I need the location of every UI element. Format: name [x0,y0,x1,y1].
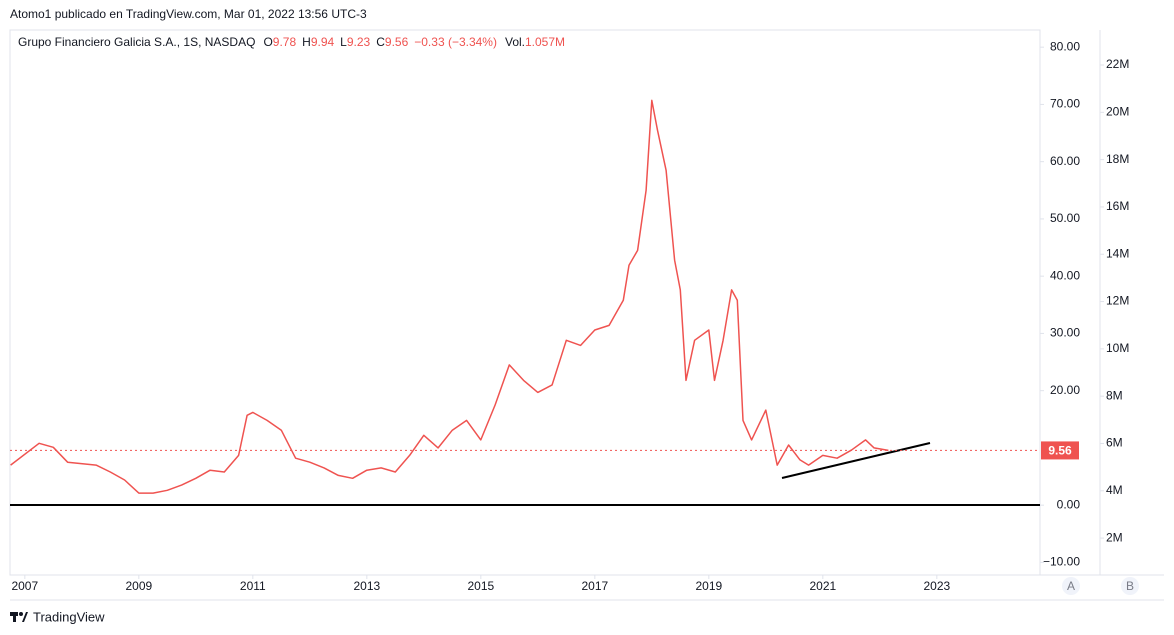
y2-tick-label: 18M [1106,152,1129,166]
y-tick-label: 40.00 [1050,268,1080,282]
y-tick-label: 50.00 [1050,211,1080,225]
y2-tick-label: 10M [1106,341,1129,355]
footer-brand: TradingView [33,609,105,624]
y2-tick-label: 4M [1106,483,1123,497]
drawn-trend-line [781,442,931,479]
x-tick-label: 2015 [467,579,494,593]
x-tick-label: 2023 [923,579,950,593]
y-tick-label: 30.00 [1050,326,1080,340]
volume-value: 1.057M [525,35,565,49]
scale-button[interactable] [1121,577,1139,595]
ohlc-value: 9.23 [347,35,371,49]
change: −0.33 (−3.34%) [414,35,497,49]
ohlc-label: H [302,35,311,49]
scale-button[interactable] [1062,577,1080,595]
x-tick-label: 2021 [809,579,836,593]
ohlc-value: 9.56 [385,35,409,49]
ohlc-label: C [376,35,385,49]
y2-tick-label: 8M [1106,388,1123,402]
x-tick-label: 2011 [240,579,266,593]
y2-tick-label: 6M [1106,436,1123,450]
x-tick-label: 2019 [695,579,722,593]
y2-tick-label: 12M [1106,294,1129,308]
scale-button-label[interactable]: A [1067,579,1075,593]
last-price-label: 9.56 [1048,444,1072,458]
y-tick-label: 80.00 [1050,39,1080,53]
x-tick-label: 2007 [11,579,38,593]
last-price-box [1041,441,1079,460]
header: Atomo1 publicado en TradingView.com, Mar… [10,7,367,21]
ohlc-value: 9.94 [311,35,335,49]
y-tick-label: 70.00 [1050,97,1080,111]
y-tick-label: −10.00 [1043,555,1080,569]
x-tick-label: 2013 [353,579,380,593]
x-tick-label: 2009 [125,579,152,593]
y2-tick-label: 14M [1106,246,1129,260]
y2-tick-label: 20M [1106,104,1129,118]
symbol-name: Grupo Financiero Galicia S.A., 1S, NASDA… [18,35,255,49]
y2-tick-label: 22M [1106,57,1129,71]
x-tick-label: 2017 [581,579,608,593]
ohlc-label: L [340,35,347,49]
y2-tick-label: 2M [1106,530,1123,544]
price-line [10,99,889,494]
tradingview-logo [10,612,28,622]
legend-text: Grupo Financiero Galicia S.A., 1S, NASDA… [18,35,565,49]
scale-button-label[interactable]: B [1126,579,1134,593]
legend: Grupo Financiero Galicia S.A., 1S, NASDA… [18,35,565,49]
y-tick-label: 0.00 [1057,497,1081,511]
y-tick-label: 60.00 [1050,154,1080,168]
ohlc-label: O [263,35,272,49]
y2-tick-label: 16M [1106,199,1129,213]
ohlc-value: 9.78 [273,35,297,49]
volume-label: Vol. [505,35,525,49]
y-tick-label: 20.00 [1050,383,1080,397]
